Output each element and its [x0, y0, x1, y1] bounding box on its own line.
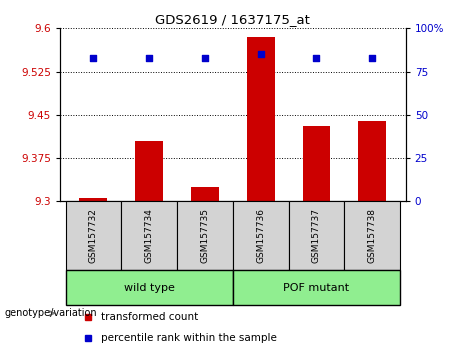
- Text: wild type: wild type: [124, 282, 175, 293]
- Text: GSM157734: GSM157734: [145, 209, 154, 263]
- Bar: [247, 37, 275, 201]
- Text: percentile rank within the sample: percentile rank within the sample: [101, 333, 278, 343]
- Bar: [191, 187, 219, 201]
- Point: [257, 51, 264, 57]
- Text: POF mutant: POF mutant: [284, 282, 349, 293]
- Title: GDS2619 / 1637175_at: GDS2619 / 1637175_at: [155, 13, 310, 26]
- Bar: [289, 201, 344, 270]
- Point: [368, 55, 376, 61]
- Text: GSM157738: GSM157738: [368, 208, 377, 263]
- Bar: [177, 201, 233, 270]
- Bar: [344, 201, 400, 270]
- Bar: [65, 201, 121, 270]
- Bar: [65, 270, 233, 305]
- Text: transformed count: transformed count: [101, 312, 199, 322]
- Text: genotype/variation: genotype/variation: [5, 308, 97, 318]
- Text: GSM157736: GSM157736: [256, 208, 265, 263]
- Bar: [233, 270, 400, 305]
- Bar: [302, 126, 331, 201]
- Bar: [233, 201, 289, 270]
- Bar: [358, 120, 386, 201]
- Point: [146, 55, 153, 61]
- Bar: [79, 198, 107, 201]
- Bar: [135, 141, 163, 201]
- Text: GSM157737: GSM157737: [312, 208, 321, 263]
- Text: GSM157732: GSM157732: [89, 209, 98, 263]
- Point: [313, 55, 320, 61]
- Point: [90, 55, 97, 61]
- Point: [201, 55, 209, 61]
- Text: GSM157735: GSM157735: [201, 208, 209, 263]
- Bar: [121, 201, 177, 270]
